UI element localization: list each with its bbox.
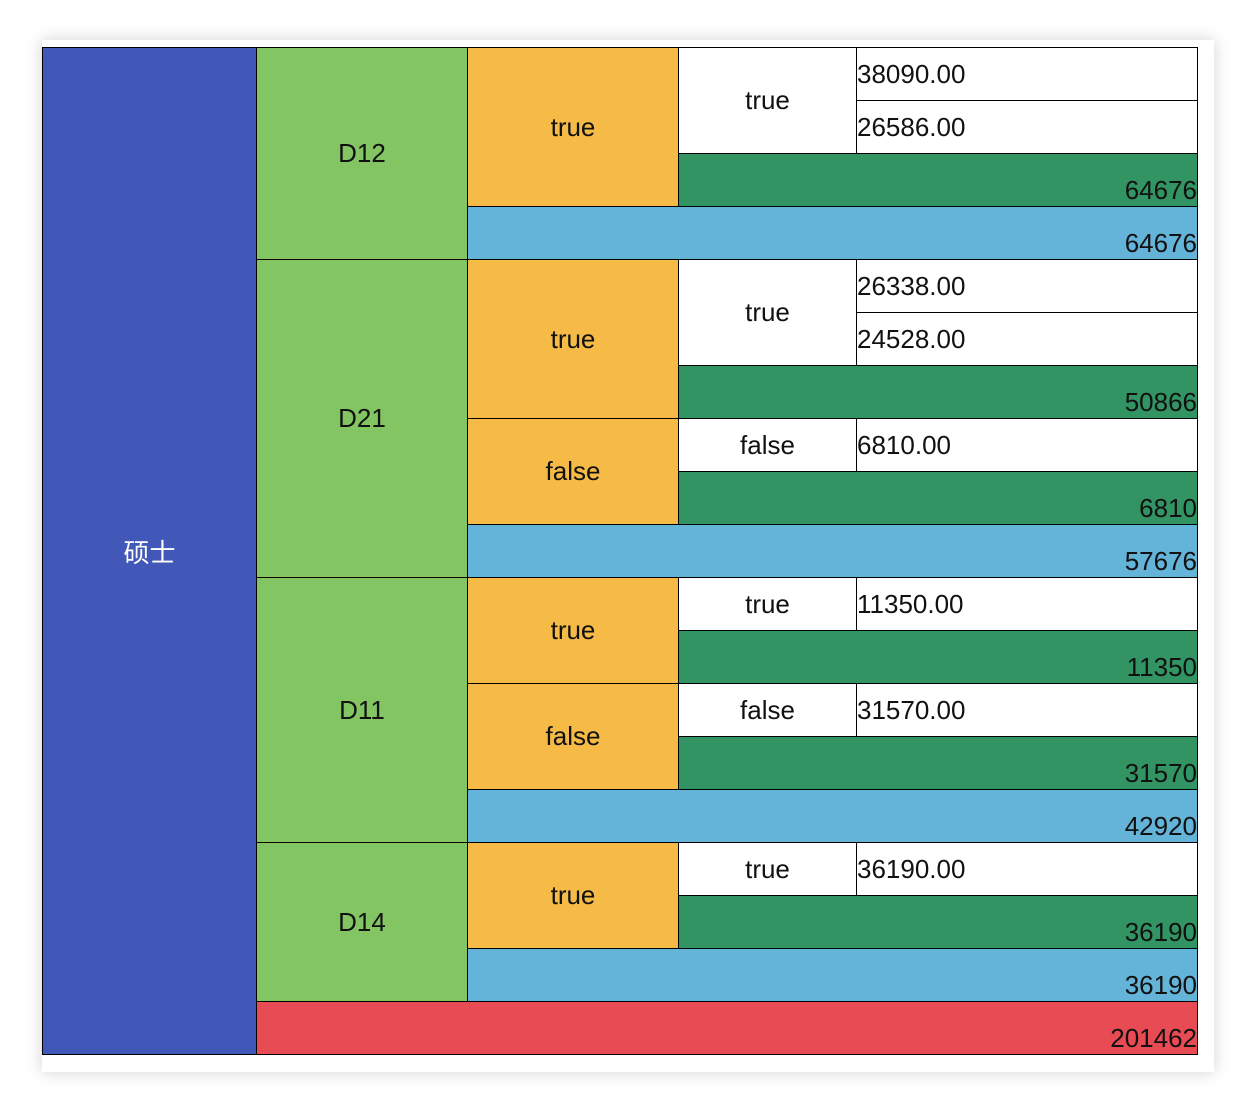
subgroup-cell: false — [678, 683, 857, 737]
grand-total-cell: 201462 — [256, 1001, 1198, 1055]
value-cell: 31570.00 — [856, 683, 1198, 737]
value-cell: 38090.00 — [856, 47, 1198, 101]
table-row: D21 true true 26338.00 — [43, 259, 1198, 578]
table-row: 36190 — [43, 895, 1198, 949]
table-row: false false 6810.00 — [43, 418, 1198, 525]
table-row: 50866 — [43, 365, 1198, 419]
table-row: 硕士 D12 true true 38090.00 — [42, 47, 1198, 1055]
subgroup-cell: true — [678, 577, 857, 631]
subtotal-cell: 6810 — [678, 471, 1198, 525]
department-total-cell: 57676 — [467, 524, 1198, 578]
value-cell: 36190.00 — [856, 842, 1198, 896]
category-cell: true — [467, 842, 679, 949]
value-cell: 11350.00 — [856, 577, 1198, 631]
table-row: 201462 — [43, 1001, 1198, 1055]
category-cell: true — [467, 259, 679, 419]
subtotal-cell: 50866 — [678, 365, 1198, 419]
department-total-cell: 64676 — [467, 206, 1198, 260]
pivot-table: 硕士 D12 true true 38090.00 26586.00 64676… — [42, 47, 1198, 1055]
table-row: 64676 — [43, 153, 1198, 207]
pivot-table-panel: 硕士 D12 true true 38090.00 26586.00 64676… — [42, 40, 1214, 1072]
table-row: 6810 — [43, 471, 1198, 525]
degree-cell: 硕士 — [42, 47, 257, 1055]
department-cell-d14: D14 — [256, 842, 468, 1002]
table-row: D14 true true 36190.00 — [43, 842, 1198, 1002]
value-cell: 6810.00 — [856, 418, 1198, 472]
department-total-cell: 42920 — [467, 789, 1198, 843]
department-cell-d21: D21 — [256, 259, 468, 578]
subtotal-cell: 11350 — [678, 630, 1198, 684]
category-cell: false — [467, 683, 679, 790]
table-row: 57676 — [43, 524, 1198, 578]
subtotal-cell: 36190 — [678, 895, 1198, 949]
table-row: 26586.00 — [43, 100, 1198, 154]
value-cell: 26586.00 — [856, 100, 1198, 154]
subtotal-cell: 64676 — [678, 153, 1198, 207]
category-cell: false — [467, 418, 679, 525]
subgroup-cell: false — [678, 418, 857, 472]
subgroup-cell: true — [678, 47, 857, 154]
subtotal-cell: 31570 — [678, 736, 1198, 790]
subgroup-cell: true — [678, 842, 857, 896]
value-cell: 24528.00 — [856, 312, 1198, 366]
table-row: 42920 — [43, 789, 1198, 843]
category-cell: true — [467, 577, 679, 684]
subgroup-cell: true — [678, 259, 857, 366]
department-cell-d12: D12 — [256, 47, 468, 260]
table-row: 24528.00 — [43, 312, 1198, 366]
table-row: 36190 — [43, 948, 1198, 1002]
table-row: false false 31570.00 — [43, 683, 1198, 790]
table-row: 31570 — [43, 736, 1198, 790]
category-cell: true — [467, 47, 679, 207]
value-cell: 26338.00 — [856, 259, 1198, 313]
department-cell-d11: D11 — [256, 577, 468, 843]
department-total-cell: 36190 — [467, 948, 1198, 1002]
